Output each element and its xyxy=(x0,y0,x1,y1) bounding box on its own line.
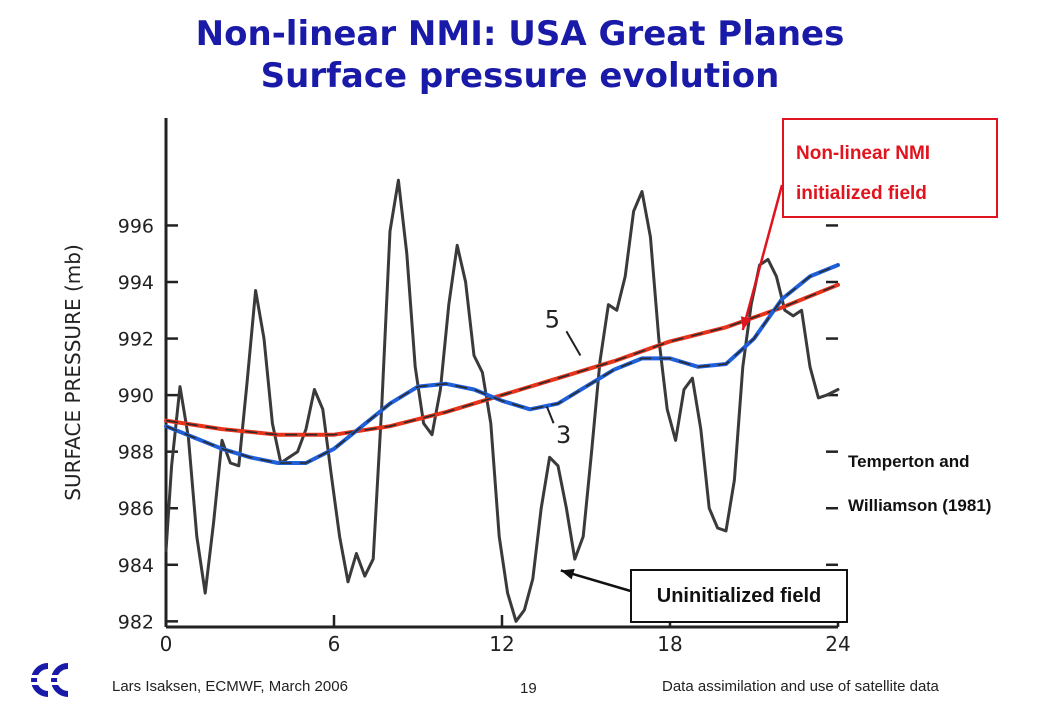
nmi-callout-line2: initialized field xyxy=(796,183,927,204)
x-tick-label: 24 xyxy=(825,632,850,656)
nmi-callout-line1: Non-linear NMI xyxy=(796,143,931,164)
curve-number-pointer xyxy=(545,406,555,424)
y-tick-label: 986 xyxy=(118,498,154,520)
reference-line1: Temperton and xyxy=(848,452,970,471)
reference-line2: Williamson (1981) xyxy=(848,496,992,515)
y-tick-label: 988 xyxy=(118,442,154,464)
series-line-1 xyxy=(164,178,840,623)
nmi-callout-arrow-shaft xyxy=(741,184,784,331)
y-tick-label: 994 xyxy=(118,272,154,294)
footer-course-title: Data assimilation and use of satellite d… xyxy=(662,678,939,695)
curve-number-label: 3 xyxy=(556,421,571,449)
y-tick-label: 982 xyxy=(118,611,154,633)
y-axis-label: SURFACE PRESSURE (mb) xyxy=(61,244,85,500)
curve-number-label: 5 xyxy=(545,305,560,333)
y-tick-label: 996 xyxy=(118,215,154,237)
y-tick-label: 992 xyxy=(118,329,154,351)
slide-title-line2: Surface pressure evolution xyxy=(260,56,780,96)
series-dash-overlay-3 xyxy=(165,264,839,464)
slide-title-line1: Non-linear NMI: USA Great Planes xyxy=(195,14,845,54)
series-dash-overlay-2 xyxy=(165,284,839,436)
y-tick-label: 990 xyxy=(118,385,154,407)
x-tick-label: 6 xyxy=(328,632,341,656)
nmi-callout-arrow-head xyxy=(740,316,752,331)
x-tick-label: 12 xyxy=(489,632,514,656)
footer-author: Lars Isaksen, ECMWF, March 2006 xyxy=(112,678,348,695)
uninitialized-callout-arrow-head xyxy=(560,568,575,580)
y-tick-label: 984 xyxy=(118,555,154,577)
x-tick-label: 18 xyxy=(657,632,682,656)
footer-page-number: 19 xyxy=(520,680,537,697)
nmi-callout-box: Non-linear NMI initialized field xyxy=(782,118,998,218)
x-tick-label: 0 xyxy=(160,632,173,656)
ecmwf-logo xyxy=(24,663,69,697)
curve-number-pointer xyxy=(565,330,582,357)
uninitialized-callout-box: Uninitialized field xyxy=(630,569,848,623)
